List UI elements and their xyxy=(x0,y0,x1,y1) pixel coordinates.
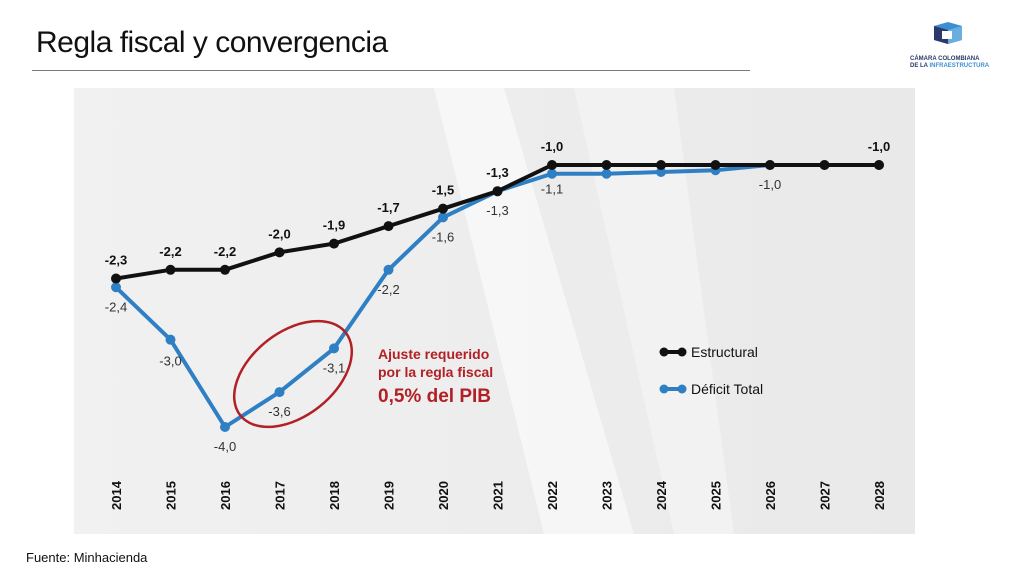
estructural-point xyxy=(220,264,230,275)
legend-label-estructural: Estructural xyxy=(691,344,758,360)
estructural-data-label: -2,2 xyxy=(159,244,181,259)
estructural-point xyxy=(111,273,121,284)
d-ficit-total-point xyxy=(165,334,176,345)
estructural-point xyxy=(274,247,285,258)
estructural-point xyxy=(165,264,176,275)
deficit-total-data-label: -4,0 xyxy=(214,439,236,454)
logo-text: CÁMARA COLOMBIANA DE LA INFRAESTRUCTURA xyxy=(910,56,990,70)
estructural-point xyxy=(710,160,721,170)
estructural-data-label: -1,0 xyxy=(868,139,890,154)
legend-marker-estructural xyxy=(659,347,669,357)
estructural-point xyxy=(492,186,503,197)
d-ficit-total-point xyxy=(656,166,666,177)
estructural-data-label: -2,3 xyxy=(105,253,127,268)
estructural-data-label: -1,9 xyxy=(323,218,345,233)
x-tick-label: 2025 xyxy=(709,481,724,510)
d-ficit-total-point xyxy=(383,264,394,275)
logo-line2-prefix: DE LA xyxy=(910,63,930,69)
x-tick-label: 2028 xyxy=(872,481,887,510)
deficit-total-data-label: -3,0 xyxy=(159,354,181,369)
x-tick-label: 2015 xyxy=(164,481,179,510)
deficit-total-data-label: -1,6 xyxy=(432,229,454,244)
annotation-line2: por la regla fiscal xyxy=(378,364,493,380)
x-tick-label: 2024 xyxy=(654,480,669,510)
d-ficit-total-point xyxy=(111,282,121,293)
chart-decor-stripe xyxy=(574,88,734,534)
legend-marker-d-ficit-total xyxy=(659,384,669,394)
annotation-line3: 0,5% del PIB xyxy=(378,386,491,407)
x-tick-label: 2020 xyxy=(436,481,451,510)
x-tick-label: 2017 xyxy=(273,481,288,510)
estructural-data-label: -1,7 xyxy=(377,200,399,215)
logo-line1: CÁMARA COLOMBIANA xyxy=(910,56,980,62)
x-tick-label: 2018 xyxy=(327,481,342,510)
d-ficit-total-point xyxy=(438,212,448,223)
logo-line2-accent: INFRAESTRUCTURA xyxy=(929,63,990,69)
title-divider xyxy=(32,70,750,71)
x-tick-label: 2026 xyxy=(763,481,778,510)
deficit-total-data-label: -1,0 xyxy=(759,177,781,192)
highlight-ellipse xyxy=(232,319,354,429)
x-tick-label: 2023 xyxy=(600,481,615,510)
d-ficit-total-point xyxy=(601,168,612,179)
deficit-total-data-label: -2,2 xyxy=(377,282,399,297)
page-title: Regla fiscal y convergencia xyxy=(36,26,388,59)
d-ficit-total-point xyxy=(329,343,339,354)
estructural-data-label: -2,0 xyxy=(268,226,290,241)
estructural-point xyxy=(874,160,884,170)
legend-label-d-ficit-total: Déficit Total xyxy=(691,381,763,397)
deficit-total-data-label: -1,1 xyxy=(541,182,563,197)
deficit-total-data-label: -1,3 xyxy=(486,203,508,218)
estructural-data-label: -2,2 xyxy=(214,244,236,259)
estructural-point xyxy=(819,160,830,170)
estructural-point xyxy=(547,160,557,170)
d-ficit-total-point xyxy=(220,422,230,432)
estructural-point xyxy=(656,160,666,170)
estructural-point xyxy=(329,238,339,249)
x-tick-label: 2027 xyxy=(818,481,833,510)
legend-marker-d-ficit-total xyxy=(677,384,687,394)
estructural-point xyxy=(765,160,775,170)
deficit-total-data-label: -3,1 xyxy=(323,360,345,375)
x-tick-label: 2022 xyxy=(545,481,560,510)
deficit-total-data-label: -3,6 xyxy=(268,404,290,419)
fiscal-rule-chart: -2,3 -2,2 -2,2 -2,0 -1,9 -1,7 -1,5 -1,3 -1,0 -1,0… xyxy=(74,88,915,534)
x-tick-label: 2019 xyxy=(382,481,397,510)
x-tick-label: 2021 xyxy=(491,481,506,510)
estructural-point xyxy=(383,221,394,232)
estructural-data-label: -1,5 xyxy=(432,183,454,198)
deficit-total-data-label: -2,4 xyxy=(105,299,127,314)
estructural-point xyxy=(601,160,612,170)
d-ficit-total-point xyxy=(547,168,557,179)
d-ficit-total-point xyxy=(274,387,285,398)
annotation-line1: Ajuste requerido xyxy=(378,346,489,362)
estructural-point xyxy=(438,203,448,214)
estructural-data-label: -1,3 xyxy=(486,165,508,180)
ccinfraestructura-logo-icon xyxy=(934,22,962,44)
legend-marker-estructural xyxy=(677,347,687,357)
estructural-data-label: -1,0 xyxy=(541,139,563,154)
source-note: Fuente: Minhacienda xyxy=(26,550,148,565)
x-tick-label: 2016 xyxy=(218,481,233,510)
x-tick-label: 2014 xyxy=(109,480,124,510)
